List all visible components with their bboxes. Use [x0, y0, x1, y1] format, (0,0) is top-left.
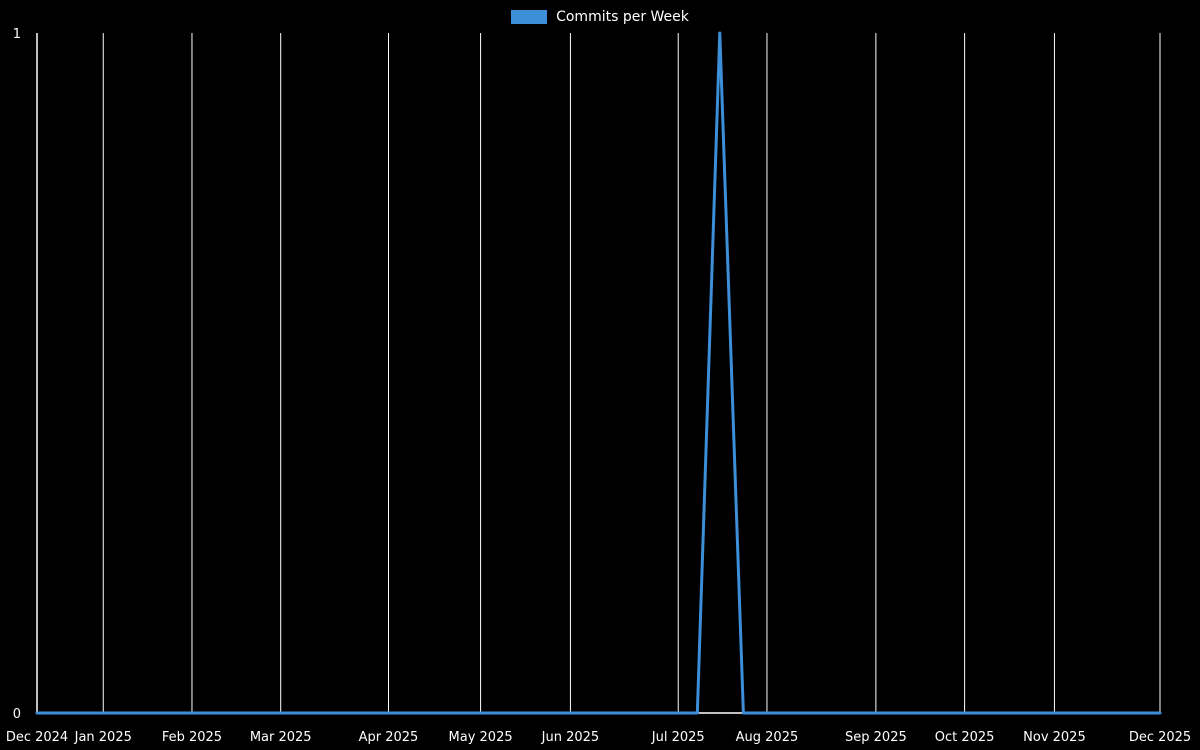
series-line-commits-per-week [35, 31, 1162, 715]
y-tick-label: 0 [13, 707, 21, 722]
y-tick-label: 1 [13, 27, 21, 42]
x-tick-label: Jul 2025 [651, 730, 705, 745]
chart-legend[interactable]: Commits per Week [0, 8, 1200, 26]
x-tick-label: Feb 2025 [162, 730, 222, 745]
x-tick-label: Aug 2025 [736, 730, 799, 745]
x-tick-label: Dec 2024 [6, 730, 68, 745]
x-tick-label: Jun 2025 [541, 730, 600, 745]
x-tick-label: Apr 2025 [359, 730, 419, 745]
x-tick-label: Oct 2025 [935, 730, 995, 745]
x-tick-label: Nov 2025 [1023, 730, 1086, 745]
x-tick-label: Jan 2025 [74, 730, 132, 745]
legend-swatch-commits [511, 10, 548, 24]
x-tick-label: May 2025 [449, 730, 513, 745]
legend-label-commits: Commits per Week [556, 9, 689, 25]
x-tick-label: Sep 2025 [845, 730, 907, 745]
x-tick-label: Dec 2025 [1129, 730, 1191, 745]
x-tick-label: Mar 2025 [250, 730, 312, 745]
